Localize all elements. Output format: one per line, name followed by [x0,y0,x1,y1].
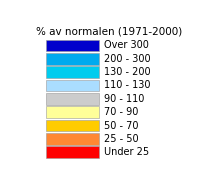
Bar [46,80,99,91]
Bar [46,66,99,78]
Bar [46,39,99,51]
Bar [46,146,99,158]
Text: % av normalen (1971-2000): % av normalen (1971-2000) [36,27,182,37]
Bar [46,53,99,65]
Bar [46,120,99,132]
Text: 25 - 50: 25 - 50 [104,134,138,144]
Text: Over 300: Over 300 [104,40,149,50]
Text: Under 25: Under 25 [104,147,149,157]
Bar [46,133,99,145]
Text: 50 - 70: 50 - 70 [104,121,138,131]
Text: 130 - 200: 130 - 200 [104,67,150,77]
Text: 110 - 130: 110 - 130 [104,81,150,90]
Bar [46,106,99,118]
Text: 200 - 300: 200 - 300 [104,54,150,64]
Text: 70 - 90: 70 - 90 [104,107,138,117]
Text: 90 - 110: 90 - 110 [104,94,144,104]
Bar [46,93,99,105]
